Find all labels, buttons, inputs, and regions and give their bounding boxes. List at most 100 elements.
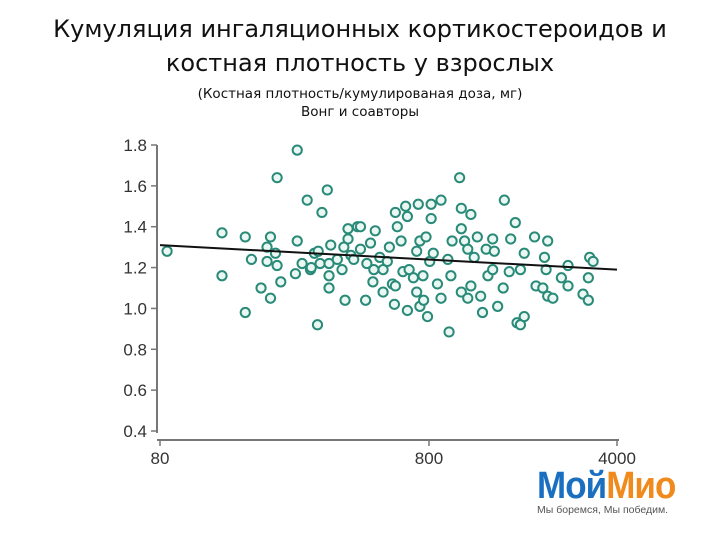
data-point [216,270,228,282]
data-point [465,280,477,292]
y-tick-label: 0.6 [123,381,147,400]
data-point [261,255,273,268]
data-point [377,286,389,298]
subtitle-line-2: Вонг и соавторы [300,104,420,120]
data-point [562,280,574,292]
data-point [418,294,430,306]
data-point [518,311,530,323]
data-point [296,257,308,270]
data-point [321,184,333,196]
data-point [445,270,457,282]
title-line-1: Кумуляция ингаляционных кортикостероидов… [53,15,667,43]
data-point [505,233,517,245]
logo: МойМио Мы боремся, Мы победим. [537,466,697,516]
data-point [498,194,510,206]
data-point [314,257,326,270]
data-point [407,272,419,284]
data-point [475,290,487,302]
data-point [431,278,444,290]
data-point [476,306,489,319]
data-point [305,261,317,274]
data-point [471,231,483,243]
data-point [367,276,379,288]
data-point [420,231,432,243]
data-point [383,241,395,253]
data-point [401,210,413,223]
data-point [400,200,412,212]
data-point [325,239,337,251]
data-point [388,298,401,310]
data-point [417,270,429,282]
data-point [291,235,303,247]
slide-subtitle: (Костная плотность/кумулированая доза, м… [0,85,720,121]
data-point [582,272,594,284]
data-point [411,286,423,298]
data-point [503,266,515,278]
data-point [323,282,335,294]
data-point [497,282,509,294]
y-tick-label: 1.8 [123,136,147,155]
data-point [514,264,527,276]
logo-wordmark: МойМио [537,465,676,507]
data-point [492,300,504,312]
data-point [487,264,499,276]
data-point [245,253,258,265]
data-point [542,235,554,247]
data-point [528,231,541,243]
data-point [271,259,283,272]
slide-title: Кумуляция ингаляционных кортикостероидов… [0,12,720,80]
y-tick-label: 0.8 [123,340,147,359]
data-point [425,212,437,225]
data-point [239,306,251,319]
title-line-2: костная плотность у взрослых [165,49,555,77]
y-tick-label: 1.2 [123,259,147,278]
data-point [369,225,381,237]
data-point [239,231,251,243]
data-point [368,264,380,276]
data-point [468,251,480,263]
data-point [537,282,549,294]
data-point [264,292,277,304]
data-point [389,280,401,292]
data-point [289,268,302,280]
data-point [518,247,530,259]
data-point [342,223,354,235]
data-point [401,304,413,317]
data-point [446,235,458,247]
data-point [425,198,437,210]
trend-line [159,244,618,271]
data-point [509,217,521,229]
data-point [291,144,303,156]
data-point [443,326,455,338]
data-point [354,221,367,233]
data-point [271,172,283,184]
data-point [269,247,282,259]
data-point [264,231,277,243]
data-point [364,237,377,249]
data-point [462,292,474,304]
data-point [587,255,599,268]
data-point [395,235,407,247]
data-point [354,243,367,255]
data-point [411,245,423,257]
data-point [455,286,467,298]
y-tick-label: 1.0 [123,299,147,318]
data-point [488,245,500,257]
data-point [435,292,447,304]
y-tick-label: 0.4 [123,422,147,441]
data-point [487,233,499,245]
data-point [161,245,173,257]
data-point [538,251,551,263]
logo-tagline: Мы боремся, Мы победим. [537,504,669,516]
data-point [301,194,313,206]
data-point [462,243,474,255]
data-point [216,227,228,239]
data-point [454,172,466,184]
data-point [421,311,434,323]
data-point [455,202,467,214]
x-tick-label: 80 [151,449,170,468]
data-point [361,257,373,270]
data-point [435,194,447,206]
data-point [331,253,343,265]
